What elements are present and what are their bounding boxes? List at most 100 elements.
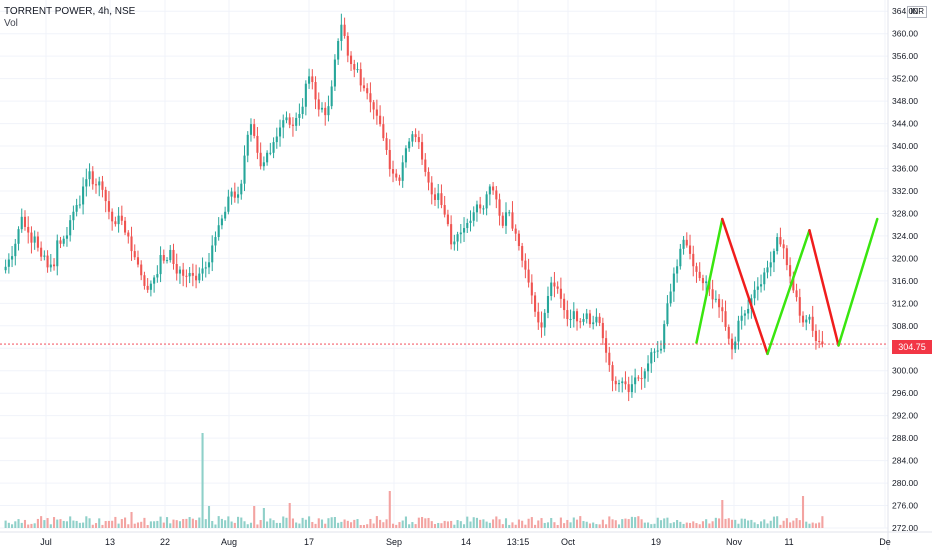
candle-body (262, 162, 265, 167)
volume-bar (256, 524, 259, 528)
candle-body (621, 381, 624, 384)
volume-bar (556, 524, 559, 528)
volume-bar (621, 519, 624, 528)
candle-body (556, 286, 559, 289)
volume-bar (711, 521, 714, 528)
candle-body (220, 218, 223, 226)
candle-body (527, 269, 530, 283)
candle-body (785, 248, 788, 266)
volume-bar (708, 523, 711, 528)
price-axis[interactable]: 364.00 360.00 356.00 352.00 348.00 344.00 340.… (887, 0, 918, 550)
volume-bar (659, 520, 663, 528)
candle-body (534, 295, 537, 312)
volume-bar (634, 517, 637, 528)
volume-bar (165, 517, 169, 528)
candle-body (782, 244, 785, 249)
volume-bar (291, 518, 294, 528)
candle-body (301, 106, 304, 115)
volume-bar (272, 520, 275, 528)
candle-body (337, 41, 340, 60)
candle-body (808, 316, 811, 320)
candle-body (501, 215, 504, 226)
volume-bar (575, 519, 579, 528)
candle-body (224, 211, 227, 219)
candle-body (98, 181, 101, 186)
volume-bar (663, 518, 666, 528)
volume-bar (682, 523, 685, 528)
volume-bar (143, 517, 146, 528)
time-tick-label: Aug (221, 537, 237, 547)
volume-bar (146, 524, 149, 528)
candle-body (721, 307, 724, 312)
candle-body (204, 267, 207, 269)
candle-body (701, 278, 704, 284)
candle-body (162, 255, 165, 261)
volume-bar (543, 522, 546, 528)
volume-bar (278, 522, 282, 528)
volume-bar (388, 491, 391, 528)
time-tick-label: Jul (40, 537, 52, 547)
candle-body (769, 262, 772, 268)
volume-bar (85, 516, 88, 528)
volume-bar (343, 519, 346, 528)
candle-body (582, 319, 585, 322)
currency-label[interactable]: INR (907, 6, 927, 18)
candle-body (485, 194, 488, 209)
candle-body (246, 134, 249, 156)
volume-bar (285, 517, 288, 528)
volume-bar (153, 521, 156, 528)
volume-bar (185, 518, 188, 528)
price-tick-label: 316.00 (892, 276, 918, 286)
volume-bar (17, 519, 20, 528)
volume-bar (546, 522, 550, 528)
candle-body (517, 233, 520, 247)
candle-body (333, 59, 336, 87)
volume-bar (643, 522, 646, 528)
volume-bar (120, 519, 123, 528)
volume-bar (65, 521, 69, 528)
volume-bar (769, 520, 772, 528)
volume-bar (617, 524, 621, 528)
volume-bar (637, 516, 640, 528)
candle-body (69, 220, 72, 236)
price-tick-label: 276.00 (892, 501, 918, 511)
volume-bar (776, 516, 779, 528)
volume-bar (382, 522, 385, 528)
candle-body (11, 256, 14, 260)
volume-bar (430, 521, 433, 528)
candle-body (156, 274, 159, 278)
candle-body (175, 264, 178, 274)
candle-body (546, 296, 550, 313)
volume-bar (701, 521, 704, 528)
volume-bar (36, 518, 39, 528)
volume-bar (466, 516, 469, 528)
candle-body (572, 311, 575, 320)
candle-body (695, 266, 698, 272)
pattern-leg (695, 217, 724, 344)
volume-bar (337, 522, 340, 528)
candle-body (130, 236, 133, 252)
candle-body (766, 267, 769, 273)
candle-body (65, 235, 69, 239)
candle-body (327, 106, 330, 116)
candle-body (49, 264, 52, 268)
candle-body (159, 255, 162, 275)
volume-bar (195, 520, 198, 528)
time-axis[interactable]: Jul 13 22 Aug 17 Sep 14 13:15 Oct 19 Nov 11 De (0, 531, 932, 547)
volume-bar (808, 523, 811, 528)
price-tick-label: 320.00 (892, 253, 918, 263)
volume-bar (488, 522, 491, 528)
zigzag-pattern (695, 217, 879, 356)
volume-bar (295, 522, 298, 528)
price-tick-label: 312.00 (892, 298, 918, 308)
candle-body (127, 232, 130, 237)
candle-body (524, 260, 527, 270)
volume-bar (130, 512, 133, 528)
volume-bar (301, 517, 304, 528)
price-tick-label: 352.00 (892, 74, 918, 84)
candle-body (385, 138, 388, 150)
candle-body (243, 155, 246, 184)
candle-body (7, 259, 10, 267)
volume-bar (714, 517, 717, 528)
